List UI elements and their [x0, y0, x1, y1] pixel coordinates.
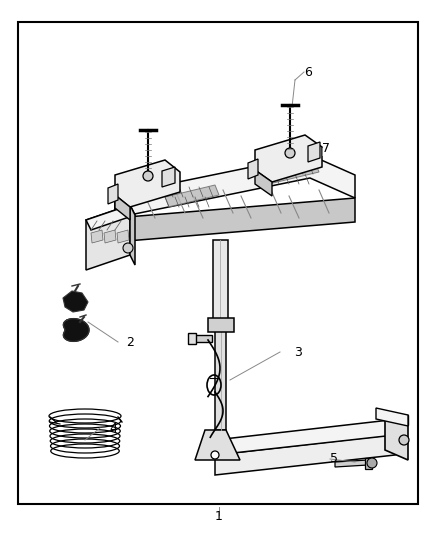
Polygon shape — [162, 167, 175, 187]
Polygon shape — [115, 195, 130, 242]
Polygon shape — [165, 185, 219, 207]
Polygon shape — [63, 291, 88, 312]
Polygon shape — [215, 435, 395, 475]
Polygon shape — [385, 415, 408, 460]
Circle shape — [285, 148, 295, 158]
Polygon shape — [193, 335, 212, 342]
Text: 7: 7 — [322, 141, 330, 155]
Circle shape — [143, 171, 153, 181]
Polygon shape — [130, 205, 135, 265]
Polygon shape — [115, 155, 355, 218]
Polygon shape — [86, 205, 135, 230]
Text: 2: 2 — [126, 335, 134, 349]
Polygon shape — [265, 162, 319, 184]
Polygon shape — [64, 319, 89, 341]
Polygon shape — [115, 198, 355, 242]
Polygon shape — [308, 142, 320, 162]
Polygon shape — [376, 408, 408, 426]
Polygon shape — [208, 318, 234, 332]
Polygon shape — [213, 240, 228, 320]
Polygon shape — [117, 230, 129, 243]
Polygon shape — [188, 333, 196, 344]
Polygon shape — [255, 170, 272, 196]
Polygon shape — [215, 420, 395, 455]
Text: 6: 6 — [304, 66, 312, 78]
Polygon shape — [115, 195, 130, 220]
Polygon shape — [195, 430, 240, 460]
Polygon shape — [104, 230, 116, 243]
Polygon shape — [248, 159, 258, 179]
Circle shape — [399, 435, 409, 445]
Circle shape — [211, 451, 219, 459]
Polygon shape — [255, 135, 322, 182]
Circle shape — [367, 458, 377, 468]
Text: 3: 3 — [294, 345, 302, 359]
Polygon shape — [108, 184, 118, 204]
Polygon shape — [385, 415, 408, 425]
Text: 4: 4 — [109, 422, 117, 434]
Polygon shape — [365, 458, 372, 469]
Text: 5: 5 — [330, 453, 338, 465]
Polygon shape — [86, 205, 130, 270]
Polygon shape — [335, 460, 368, 467]
Circle shape — [123, 243, 133, 253]
Text: 1: 1 — [215, 510, 223, 522]
Polygon shape — [115, 160, 180, 207]
Polygon shape — [215, 320, 226, 430]
Polygon shape — [91, 230, 103, 243]
